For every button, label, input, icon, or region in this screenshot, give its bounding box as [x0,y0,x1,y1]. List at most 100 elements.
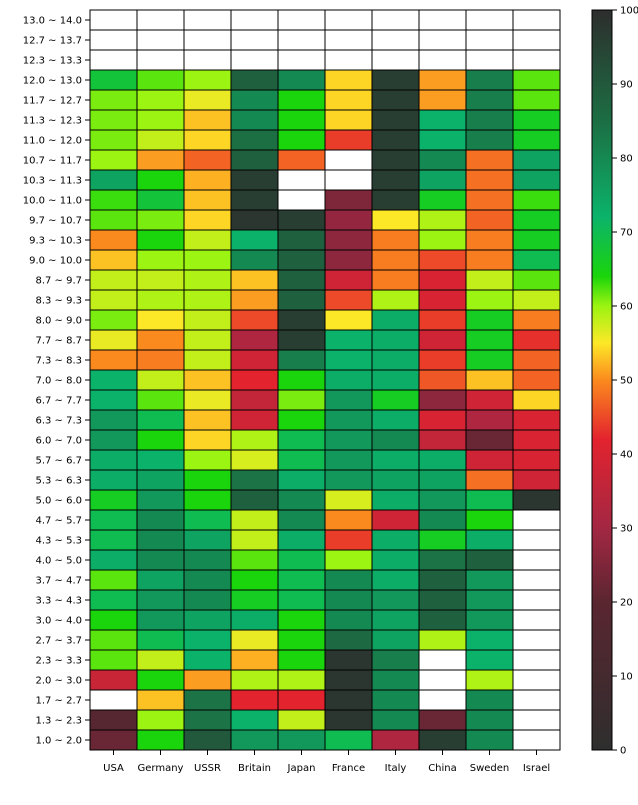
heatmap-cell [465,149,514,171]
heatmap-cell [277,409,326,431]
row-label: 6.0 ~ 7.0 [35,436,82,447]
heatmap-cell [512,669,561,691]
heatmap-cell [512,69,561,91]
heatmap-cell [324,529,373,551]
column-label: Sweden [470,763,510,774]
heatmap-cell [324,129,373,151]
heatmap-cell [230,369,279,391]
heatmap-cell [324,409,373,431]
heatmap-cell [277,249,326,271]
heatmap-cell [183,509,232,531]
heatmap-cell [89,249,138,271]
heatmap-cell [230,429,279,451]
heatmap-cell [512,249,561,271]
column-label: USSR [194,763,221,774]
heatmap-cell [465,269,514,291]
heatmap-cell [277,429,326,451]
heatmap-cell [324,709,373,731]
heatmap-cell [136,529,185,551]
heatmap-cell [418,709,467,731]
heatmap-cell [89,109,138,131]
heatmap-cell [277,369,326,391]
heatmap-cell [230,189,279,211]
heatmap-cell [136,109,185,131]
heatmap-cell [418,209,467,231]
heatmap-cell [324,729,373,751]
heatmap-cell [512,109,561,131]
heatmap-cell [136,369,185,391]
colorbar-tick-label: 90 [620,80,633,91]
heatmap-cell [89,449,138,471]
heatmap-cell [89,209,138,231]
heatmap-cell [277,69,326,91]
heatmap-cell [418,649,467,671]
heatmap-cell [136,589,185,611]
row-label: 10.3 ~ 11.3 [23,176,82,187]
heatmap-cell [465,389,514,411]
heatmap-cell [230,289,279,311]
heatmap-cell [136,629,185,651]
heatmap-cell [136,449,185,471]
heatmap-cell [183,429,232,451]
heatmap-cell [230,409,279,431]
heatmap-cell [136,469,185,491]
heatmap-cell [136,549,185,571]
heatmap-cell [277,189,326,211]
heatmap-cell [136,9,185,31]
heatmap-cell [183,129,232,151]
heatmap-cell [512,649,561,671]
heatmap-cell [277,569,326,591]
heatmap-cell [183,169,232,191]
row-label: 4.3 ~ 5.3 [35,536,82,547]
heatmap-cell [277,289,326,311]
heatmap-cell [277,549,326,571]
heatmap-cell [183,549,232,571]
heatmap-cell [183,69,232,91]
heatmap-cell [136,649,185,671]
heatmap-cell [418,529,467,551]
heatmap-cell [512,309,561,331]
heatmap-cell [136,509,185,531]
heatmap-cell [324,669,373,691]
heatmap-cell [230,709,279,731]
heatmap-cell [465,589,514,611]
heatmap-cell [183,89,232,111]
heatmap-cell [277,349,326,371]
heatmap-cell [512,209,561,231]
heatmap-cell [465,249,514,271]
heatmap-cell [371,209,420,231]
heatmap-cell [371,349,420,371]
heatmap-cell [324,29,373,51]
heatmap-cell [136,49,185,71]
heatmap-cell [371,369,420,391]
heatmap-cell [465,169,514,191]
heatmap-cell [418,389,467,411]
heatmap-cell [277,509,326,531]
heatmap-cell [230,349,279,371]
heatmap-cell [371,89,420,111]
colorbar-tick-label: 20 [620,598,633,609]
heatmap-cell [277,269,326,291]
heatmap-cell [324,109,373,131]
row-label: 7.3 ~ 8.3 [35,356,82,367]
heatmap-cell [465,49,514,71]
heatmap-cell [183,149,232,171]
heatmap-cell [277,109,326,131]
heatmap-cell [418,589,467,611]
heatmap-cell [183,9,232,31]
colorbar-tick-label: 70 [620,228,633,239]
heatmap-cell [324,69,373,91]
heatmap-cell [89,729,138,751]
heatmap-cell [136,189,185,211]
heatmap-cell [418,249,467,271]
heatmap-cell [371,529,420,551]
heatmap-cell [465,429,514,451]
heatmap-cell [183,109,232,131]
heatmap-cell [512,429,561,451]
heatmap-cell [371,309,420,331]
heatmap-cell [183,349,232,371]
heatmap-cell [89,349,138,371]
colorbar: 0 10 20 30 40 50 60 70 80 90 100 [591,6,638,757]
row-label: 1.3 ~ 2.3 [35,716,82,727]
heatmap-cell [230,609,279,631]
